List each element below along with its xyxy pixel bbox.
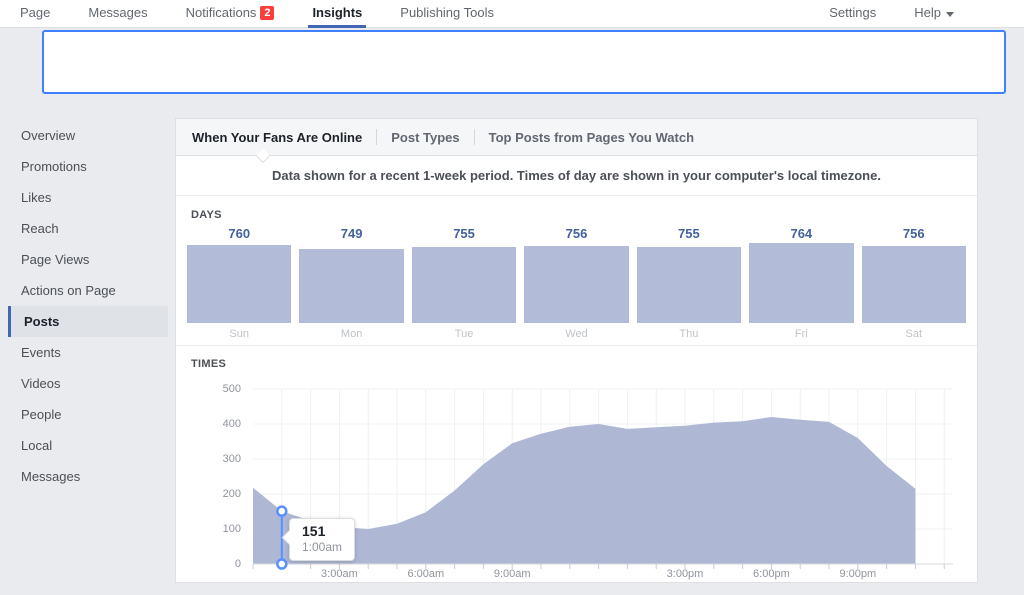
- day-bar-label: Mon: [340, 328, 363, 340]
- timezone-notice: Data shown for a recent 1-week period. T…: [176, 156, 977, 196]
- day-bar-label: Sun: [229, 328, 249, 340]
- day-bar-value: 764: [790, 226, 813, 241]
- tooltip-time: 1:00am: [302, 540, 343, 554]
- chevron-down-icon: [946, 11, 954, 17]
- day-bar-tue[interactable]: 755 Tue: [411, 225, 517, 340]
- top-nav: Page Messages Notifications 2 Insights Pu…: [0, 0, 1024, 28]
- insights-card: When Your Fans Are Online Post Types Top…: [175, 118, 978, 583]
- nav-item-page[interactable]: Page: [20, 4, 51, 20]
- day-bar-rect: [861, 246, 966, 323]
- tab-divider: [376, 129, 378, 145]
- y-axis-tick-label: 500: [222, 383, 241, 395]
- sidebar-item-reach[interactable]: Reach: [21, 221, 59, 236]
- sidebar-item-page-views[interactable]: Page Views: [21, 252, 90, 267]
- day-bar-value: 755: [678, 226, 700, 241]
- sidebar-item-local[interactable]: Local: [21, 438, 53, 453]
- day-bar-label: Sat: [905, 328, 922, 340]
- sidebar-item-people[interactable]: People: [21, 407, 62, 422]
- y-axis-tick-label: 100: [222, 523, 241, 535]
- hover-marker-bottom-dot: [276, 558, 288, 570]
- y-axis-tick-label: 0: [234, 558, 241, 570]
- hover-marker-top-dot: [276, 505, 288, 517]
- sidebar-item-promotions[interactable]: Promotions: [21, 159, 87, 174]
- nav-item-settings[interactable]: Settings: [829, 4, 877, 20]
- chart-tooltip: 151 1:00am: [289, 518, 356, 561]
- day-bar-rect: [299, 249, 404, 323]
- times-section-label: TIMES: [191, 358, 227, 370]
- day-bar-thu[interactable]: 755 Thu: [636, 225, 742, 340]
- day-bar-wed[interactable]: 756 Wed: [524, 225, 629, 340]
- day-bar-label: Thu: [679, 328, 699, 340]
- day-bar-label: Tue: [454, 328, 474, 340]
- day-bar-label: Wed: [565, 328, 588, 340]
- x-axis-tick-label: 3:00am: [321, 568, 358, 580]
- sidebar: Overview Promotions Likes Reach Page Views Ac…: [0, 120, 168, 492]
- nav-item-insights[interactable]: Insights: [308, 0, 367, 28]
- highlighted-panel: [42, 30, 1006, 94]
- day-bar-value: 749: [340, 226, 363, 241]
- tab-bar: When Your Fans Are Online Post Types Top…: [176, 119, 977, 164]
- day-bar-rect: [187, 245, 292, 323]
- sidebar-item-videos[interactable]: Videos: [21, 376, 61, 391]
- nav-item-publishing-tools[interactable]: Publishing Tools: [400, 4, 494, 20]
- tab-post-types[interactable]: Post Types: [391, 129, 460, 145]
- times-chart-section: TIMES 151 1:00am 0 100 200 300 400 500 3:00am 6…: [176, 346, 977, 582]
- area-fill: [253, 417, 916, 564]
- days-bars: 760 Sun 749 Mon 755 Tue 756 Wed 755 Thu 764 Fri 756 S…: [186, 225, 967, 340]
- sidebar-item-events[interactable]: Events: [21, 345, 61, 360]
- tab-when-your-fans-are-online[interactable]: When Your Fans Are Online: [192, 129, 363, 145]
- x-axis-tick-label: 9:00pm: [839, 568, 877, 580]
- x-axis-tick-label: 6:00am: [407, 568, 445, 580]
- x-axis-tick-label: 3:00pm: [666, 568, 704, 580]
- day-bar-rect: [636, 247, 742, 323]
- day-bar-rect: [524, 246, 629, 323]
- tab-top-posts-from-pages-you-watch[interactable]: Top Posts from Pages You Watch: [488, 129, 695, 145]
- x-axis-tick-label: 9:00am: [493, 568, 531, 580]
- notification-count-badge: 2: [260, 5, 275, 20]
- days-section-label: DAYS: [191, 209, 222, 221]
- day-bar-fri[interactable]: 764 Fri: [749, 225, 854, 340]
- sidebar-item-actions-on-page[interactable]: Actions on Page: [21, 283, 116, 298]
- sidebar-item-overview[interactable]: Overview: [21, 128, 76, 143]
- nav-item-messages[interactable]: Messages: [88, 4, 148, 20]
- nav-help-label: Help: [914, 4, 941, 20]
- day-bar-sat[interactable]: 756 Sat: [861, 225, 966, 340]
- day-bar-value: 756: [902, 226, 925, 241]
- day-bar-value: 755: [453, 226, 475, 241]
- days-chart-section: DAYS 760 Sun 749 Mon 755 Tue 756 Wed 755 Thu 764 Fr…: [176, 196, 977, 346]
- day-bar-sun[interactable]: 760 Sun: [187, 225, 292, 340]
- day-bar-label: Fri: [794, 328, 808, 340]
- y-axis-tick-label: 200: [222, 488, 241, 500]
- sidebar-item-messages[interactable]: Messages: [21, 469, 81, 484]
- nav-item-help[interactable]: Help: [914, 0, 954, 28]
- times-area-chart[interactable]: [252, 388, 963, 571]
- sidebar-item-likes[interactable]: Likes: [21, 190, 52, 205]
- y-axis-tick-label: 400: [222, 418, 241, 430]
- nav-notifications-label: Notifications: [185, 4, 257, 20]
- day-bar-value: 756: [565, 226, 588, 241]
- nav-item-notifications[interactable]: Notifications 2: [186, 0, 275, 28]
- tab-divider: [473, 129, 475, 145]
- tooltip-value: 151: [302, 523, 326, 539]
- day-bar-value: 760: [228, 226, 251, 241]
- day-bar-rect: [411, 247, 517, 323]
- day-bar-mon[interactable]: 749 Mon: [299, 225, 404, 340]
- y-axis-tick-label: 300: [222, 453, 241, 465]
- x-axis-tick-label: 6:00pm: [753, 568, 790, 580]
- sidebar-item-posts[interactable]: Posts: [8, 306, 168, 337]
- day-bar-rect: [749, 243, 854, 323]
